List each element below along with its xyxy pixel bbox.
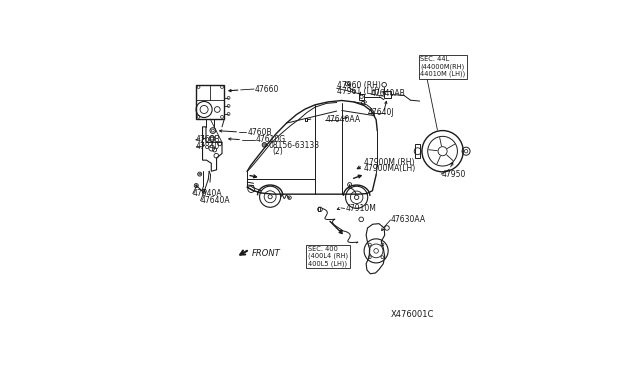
Text: 47610G: 47610G bbox=[256, 135, 286, 144]
Text: X476001C: X476001C bbox=[390, 310, 434, 319]
Text: 47640AB: 47640AB bbox=[371, 89, 405, 99]
Text: SEC. 44L
(44000M(RH)
44010M (LH)): SEC. 44L (44000M(RH) 44010M (LH)) bbox=[420, 56, 465, 77]
Text: 47640A: 47640A bbox=[193, 189, 223, 198]
Text: 47640J: 47640J bbox=[367, 108, 394, 117]
Text: 47640AA: 47640AA bbox=[325, 115, 360, 124]
Text: 47660: 47660 bbox=[255, 84, 279, 93]
Text: 47900M (RH): 47900M (RH) bbox=[364, 158, 414, 167]
Text: FRONT: FRONT bbox=[252, 248, 281, 258]
Text: 47910M: 47910M bbox=[345, 204, 376, 213]
Text: 08156-63133: 08156-63133 bbox=[268, 141, 319, 150]
Text: (2): (2) bbox=[272, 147, 283, 156]
Text: SEC. 400
(400L4 (RH)
400L5 (LH)): SEC. 400 (400L4 (RH) 400L5 (LH)) bbox=[308, 246, 348, 267]
Text: 47640A: 47640A bbox=[200, 196, 230, 205]
Circle shape bbox=[262, 142, 267, 147]
Text: 47630AA: 47630AA bbox=[390, 215, 426, 224]
Text: 47960 (RH): 47960 (RH) bbox=[337, 81, 380, 90]
Text: 4760B: 4760B bbox=[196, 135, 220, 144]
Text: 47961 (LH): 47961 (LH) bbox=[337, 87, 380, 96]
Text: 47840: 47840 bbox=[196, 142, 220, 151]
Text: 47950: 47950 bbox=[441, 170, 465, 179]
Text: 47900MA(LH): 47900MA(LH) bbox=[364, 164, 416, 173]
Text: 4760B: 4760B bbox=[247, 128, 272, 137]
